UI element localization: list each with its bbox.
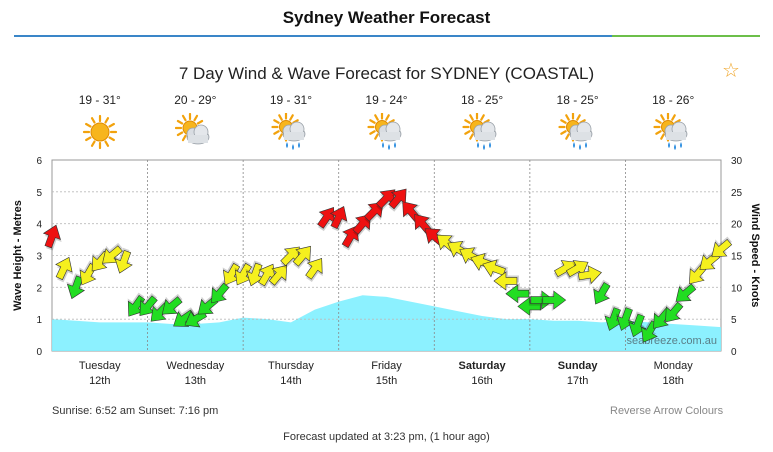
wind-arrow: [329, 205, 348, 232]
chart-title: 7 Day Wind & Wave Forecast for SYDNEY (C…: [178, 64, 595, 83]
day-forecast-5: 18 - 25°: [530, 93, 626, 151]
wind-arrow: [540, 290, 567, 312]
wind-arrow: [711, 236, 733, 258]
y-tick-label: 2: [36, 283, 42, 294]
y-axis-label: Wave Height - Metres: [12, 200, 24, 311]
sun-cloud-rain-icon: [558, 113, 593, 150]
x-tick-day: Thursday: [268, 360, 314, 372]
y-tick-label: 3: [36, 252, 42, 263]
temperature-range: 19 - 31°: [78, 93, 121, 107]
wind-arrow: [627, 311, 647, 338]
wind-arrows: [42, 188, 733, 343]
y2-tick-label: 5: [731, 315, 737, 326]
wind-wave-chart: 0 1 2 3 4 5 6 0 5 10 15 20 25 30 Wave Height - Metres W…: [12, 156, 761, 387]
x-tick-date: 12th: [89, 375, 110, 387]
y2-axis-label: Wind Speed - Knots: [749, 204, 761, 308]
x-tick-day: Tuesday: [79, 360, 121, 372]
sun-cloud-rain-icon: [271, 113, 306, 150]
wind-arrow: [505, 282, 531, 304]
y2-tick-label: 25: [731, 188, 743, 199]
sun-cloud-rain-icon: [653, 113, 688, 150]
x-tick-date: 15th: [376, 375, 397, 387]
title-divider: [14, 35, 760, 37]
y2-tick-label: 10: [731, 283, 743, 294]
wind-arrow: [161, 293, 183, 315]
wind-arrow: [245, 260, 265, 287]
wind-arrow: [493, 269, 519, 291]
y-tick-label: 5: [36, 188, 42, 199]
wind-arrow: [292, 245, 311, 269]
wave-height-area: [52, 295, 721, 351]
y2-tick-label: 30: [731, 156, 743, 167]
wind-arrow: [352, 214, 371, 238]
wind-arrow: [173, 307, 195, 327]
x-tick-day: Friday: [371, 360, 402, 372]
x-tick-date: 16th: [471, 375, 492, 387]
sunny-icon: [82, 114, 117, 150]
x-tick-day: Monday: [654, 360, 694, 372]
temperature-range: 18 - 26°: [652, 93, 695, 107]
day-forecast-2: 19 - 31°: [243, 93, 339, 151]
wind-arrow: [593, 279, 611, 305]
y-tick-label: 0: [36, 347, 42, 358]
y2-tick-label: 0: [731, 347, 737, 358]
sun-cloud-rain-icon: [462, 113, 497, 150]
wind-arrow: [268, 265, 288, 289]
temperature-range: 19 - 31°: [269, 93, 312, 107]
temperature-range: 18 - 25°: [556, 93, 599, 107]
wind-arrow: [66, 273, 86, 300]
wind-arrow: [363, 202, 384, 225]
wind-arrow: [258, 263, 276, 289]
sunrise-sunset: Sunrise: 6:52 am Sunset: 7:16 pm: [52, 405, 219, 417]
wind-arrow: [305, 257, 323, 283]
favourite-star-icon[interactable]: ☆: [722, 60, 740, 82]
x-tick-date: 14th: [280, 375, 301, 387]
wind-arrow: [114, 247, 133, 274]
wind-arrow: [42, 224, 62, 251]
wind-arrow: [528, 290, 555, 312]
wind-arrow: [317, 207, 335, 232]
temperature-range: 18 - 25°: [460, 93, 504, 107]
temperature-range: 19 - 24°: [365, 93, 408, 107]
wind-arrow: [665, 299, 684, 323]
y-tick-label: 4: [36, 220, 42, 231]
temperature-range: 20 - 29°: [174, 93, 217, 107]
day-forecast-1: 20 - 29°: [147, 93, 243, 151]
wind-arrow: [576, 265, 602, 286]
wind-arrow: [234, 260, 253, 286]
y-tick-label: 1: [36, 315, 42, 326]
y2-tick-label: 15: [731, 252, 743, 263]
y-tick-label: 6: [36, 156, 42, 167]
wind-arrow: [211, 280, 230, 304]
title-divider-accent: [612, 35, 760, 37]
day-forecast-6: 18 - 26°: [625, 93, 721, 151]
sun-cloud-rain-icon: [366, 113, 401, 150]
wind-arrow: [603, 305, 623, 331]
watermark: seabreeze.com.au: [627, 335, 718, 347]
y2-tick-label: 20: [731, 220, 743, 231]
day-forecast-4: 18 - 25°: [434, 93, 530, 151]
reverse-arrow-colours-link[interactable]: Reverse Arrow Colours: [610, 405, 724, 417]
x-tick-date: 18th: [663, 375, 684, 387]
wind-arrow: [482, 258, 509, 278]
x-tick-date: 17th: [567, 375, 588, 387]
forecast-updated: Forecast updated at 3:23 pm, (1 hour ago…: [283, 431, 490, 443]
x-tick-day: Wednesday: [166, 360, 224, 372]
x-tick-date: 13th: [185, 375, 206, 387]
page-title: Sydney Weather Forecast: [282, 8, 491, 27]
x-tick-day: Saturday: [459, 360, 507, 372]
partly-cloudy-icon: [175, 113, 210, 145]
wind-arrow: [517, 295, 543, 317]
wind-arrow: [675, 281, 697, 302]
day-forecast-3: 19 - 24°: [339, 93, 435, 151]
x-tick-day: Sunday: [558, 360, 599, 372]
wind-arrow: [55, 256, 74, 283]
day-forecast-0: 19 - 31°: [52, 93, 148, 151]
